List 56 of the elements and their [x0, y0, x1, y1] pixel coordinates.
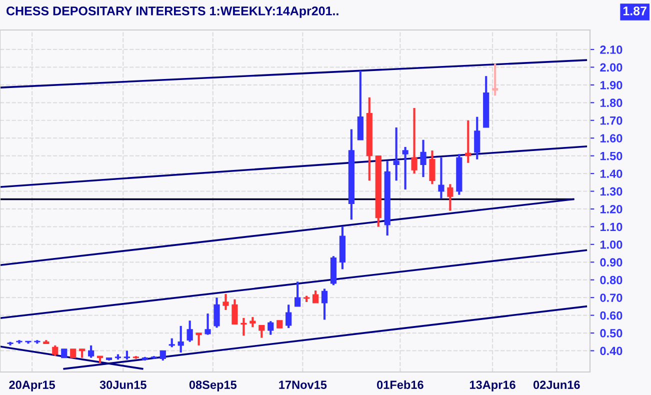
candlestick: [411, 106, 418, 175]
y-tick-label: 1.60: [600, 134, 622, 142]
x-tick-label: 13Apr16: [470, 380, 516, 392]
candlestick: [88, 344, 94, 359]
y-tick-label: 2.10: [600, 46, 622, 54]
candlestick: [402, 146, 408, 191]
candlestick: [438, 156, 444, 200]
candlestick: [196, 332, 202, 346]
candlestick: [258, 324, 265, 339]
candlestick: [186, 320, 193, 343]
y-tick-label: 1.90: [600, 80, 622, 90]
chart-title: CHESS DEPOSITARY INTERESTS 1:WEEKLY:14Apr201..: [6, 6, 338, 18]
y-tick-label: 0.60: [600, 311, 622, 320]
candlestick: [474, 116, 480, 160]
x-tick-label: 20Apr15: [9, 380, 56, 392]
candlestick: [429, 149, 436, 186]
y-tick-label: 1.30: [600, 187, 622, 196]
y-tick-label: 0.80: [600, 276, 622, 284]
y-tick-label: 1.20: [600, 205, 622, 214]
y-tick-label: 0.40: [600, 346, 622, 356]
y-tick-label: 1.50: [600, 152, 622, 160]
text: 1.87: [623, 6, 646, 16]
candlestick: [420, 138, 426, 178]
candlestick: [465, 119, 472, 164]
y-tick-label: 1.40: [600, 170, 622, 178]
candlestick: [312, 289, 319, 304]
candlestick: [294, 280, 301, 308]
y-tick-label: 0.90: [600, 258, 622, 267]
x-tick-label: 08Sep15: [189, 380, 237, 392]
candlestick: [240, 316, 247, 337]
candlestick: [286, 304, 292, 330]
y-tick-label: 1.80: [600, 98, 622, 108]
x-tick-label: 02Jun16: [533, 380, 580, 390]
candlestick: [357, 70, 364, 141]
candlestick: [214, 296, 220, 329]
y-tick-label: 1.10: [600, 222, 622, 232]
candlestick: [232, 298, 238, 326]
candlestick: [250, 316, 256, 328]
y-tick-label: 1.00: [600, 240, 622, 249]
candlestick: [321, 288, 328, 321]
x-tick-label: 17Nov15: [279, 380, 327, 390]
candlestick: [160, 350, 166, 362]
candlestick: [222, 292, 229, 312]
candlestick: [52, 344, 58, 358]
candlestick: [268, 320, 274, 336]
y-tick-label: 0.50: [600, 329, 622, 338]
y-tick-label: 2.00: [600, 63, 622, 72]
candlestick: [204, 312, 211, 336]
x-tick-label: 30Jun15: [100, 380, 146, 390]
x-tick-label: 01Feb16: [377, 380, 424, 390]
candlestick: [178, 324, 184, 354]
candlestick: [393, 126, 400, 182]
candlestick: [447, 183, 454, 212]
candlestick: [492, 62, 498, 97]
y-tick-label: 1.70: [600, 116, 622, 125]
y-tick-label: 0.70: [600, 294, 622, 302]
